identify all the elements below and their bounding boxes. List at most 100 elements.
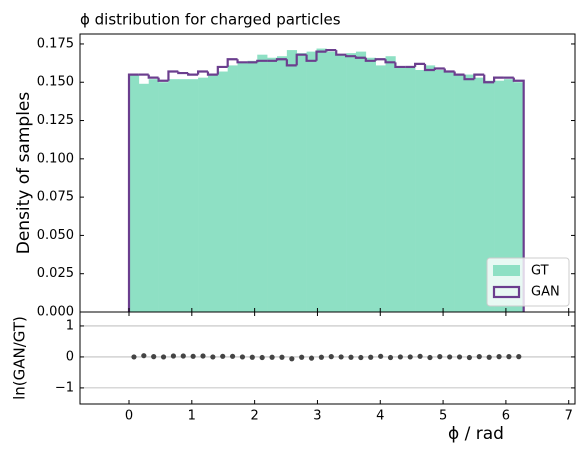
ratio-point (427, 354, 433, 361)
histogram-bar (434, 69, 446, 312)
x-axis-label: ϕ / rad (448, 424, 504, 444)
x-tick-label: 0 (125, 409, 133, 424)
ratio-point (170, 353, 177, 359)
ratio-point (496, 354, 502, 360)
histogram-bar (326, 51, 337, 313)
histogram-step (285, 59, 297, 67)
y-tick-label: 0.100 (37, 151, 74, 166)
ratio-point (437, 354, 443, 360)
x-tick-label: 7 (565, 409, 573, 424)
histogram-bar (375, 65, 386, 313)
ratio-point (476, 354, 482, 360)
x-tick-label: 2 (250, 409, 258, 424)
histogram-bar (207, 74, 219, 312)
histogram-bar (395, 66, 406, 313)
histogram-bar (247, 60, 258, 312)
ratio-point (269, 354, 275, 360)
y-axis-label: Density of samples (14, 92, 34, 255)
histogram-step (157, 77, 169, 82)
histogram-bar (158, 82, 169, 313)
histogram-bar (464, 74, 475, 312)
histogram-bar (227, 65, 238, 313)
legend-label: GAN (531, 285, 560, 300)
ratio-point (318, 354, 325, 360)
ratio-point (220, 353, 226, 359)
histogram-bar (484, 80, 495, 313)
x-tick-label: 6 (502, 409, 510, 424)
histogram-step (216, 65, 228, 75)
histogram-bar (168, 79, 179, 312)
histogram-bar (237, 62, 248, 312)
histogram-step (315, 50, 327, 61)
ratio-point (407, 354, 413, 360)
histogram-bar (474, 77, 485, 312)
histogram-step (423, 63, 435, 72)
y-tick-label: 0.050 (37, 228, 74, 243)
ratio-point (397, 354, 403, 360)
ratio-point (229, 353, 236, 359)
x-tick-label: 1 (188, 409, 196, 424)
y-tick-label: 0.150 (37, 75, 74, 90)
ratio-point (447, 354, 453, 360)
plot-frame (79, 311, 576, 405)
ratio-point (180, 353, 186, 359)
ratio-point (289, 356, 295, 362)
ratio-point (131, 354, 137, 360)
ratio-point (249, 354, 255, 360)
histogram-step (473, 73, 485, 80)
ratio-point (210, 354, 216, 360)
histogram-bar (306, 51, 317, 313)
histogram-step (206, 71, 218, 76)
y-tick-label: 0.075 (37, 190, 74, 205)
histogram-step (256, 59, 268, 63)
histogram-step (354, 56, 366, 59)
histogram-step (147, 74, 159, 79)
ratio-point (417, 353, 423, 359)
y-tick-label: 0.025 (37, 266, 74, 281)
histogram-bar (316, 48, 327, 312)
histogram-step (384, 59, 396, 64)
histogram-step (177, 71, 189, 75)
histogram-step (236, 59, 248, 64)
histogram-step (344, 54, 356, 58)
ratio-point (200, 353, 206, 359)
histogram-bar (405, 66, 416, 313)
ratio-point (358, 354, 364, 361)
histogram-step (463, 74, 475, 81)
y-tick-label: −1 (55, 380, 74, 395)
histogram-bar (276, 56, 288, 312)
histogram-step (414, 62, 425, 67)
histogram-bar (178, 79, 189, 312)
histogram-bar (424, 65, 436, 313)
ratio-point (308, 355, 315, 361)
histogram-step (374, 58, 386, 61)
histogram-bar (148, 79, 159, 312)
ratio-point (160, 354, 167, 360)
ratio-point (338, 354, 344, 360)
y-tick-label: 0.125 (37, 113, 74, 128)
histogram-bar (503, 79, 515, 312)
histogram-step (127, 73, 139, 312)
ratio-point (151, 354, 157, 360)
histogram-bar (286, 50, 298, 313)
histogram-step (325, 48, 337, 52)
histogram-step (196, 70, 208, 75)
histogram-bar (296, 53, 307, 313)
ratio-point (456, 354, 463, 360)
ratio-point (239, 354, 246, 360)
y-tick-label: 0 (66, 349, 74, 364)
ratio-point (299, 354, 305, 360)
histogram-bar (138, 83, 150, 312)
histogram-bar (454, 74, 465, 312)
histogram-bar (444, 71, 455, 312)
histogram-bar (415, 69, 426, 312)
histogram-step (275, 58, 287, 61)
ratio-y-axis-label: ln(GAN/GT) (11, 316, 29, 400)
histogram-bar (365, 57, 376, 313)
histogram-bar (355, 51, 367, 313)
histogram-step (443, 68, 455, 73)
histogram-step (492, 76, 504, 83)
histogram-step (394, 62, 406, 69)
ratio-point (486, 354, 492, 360)
